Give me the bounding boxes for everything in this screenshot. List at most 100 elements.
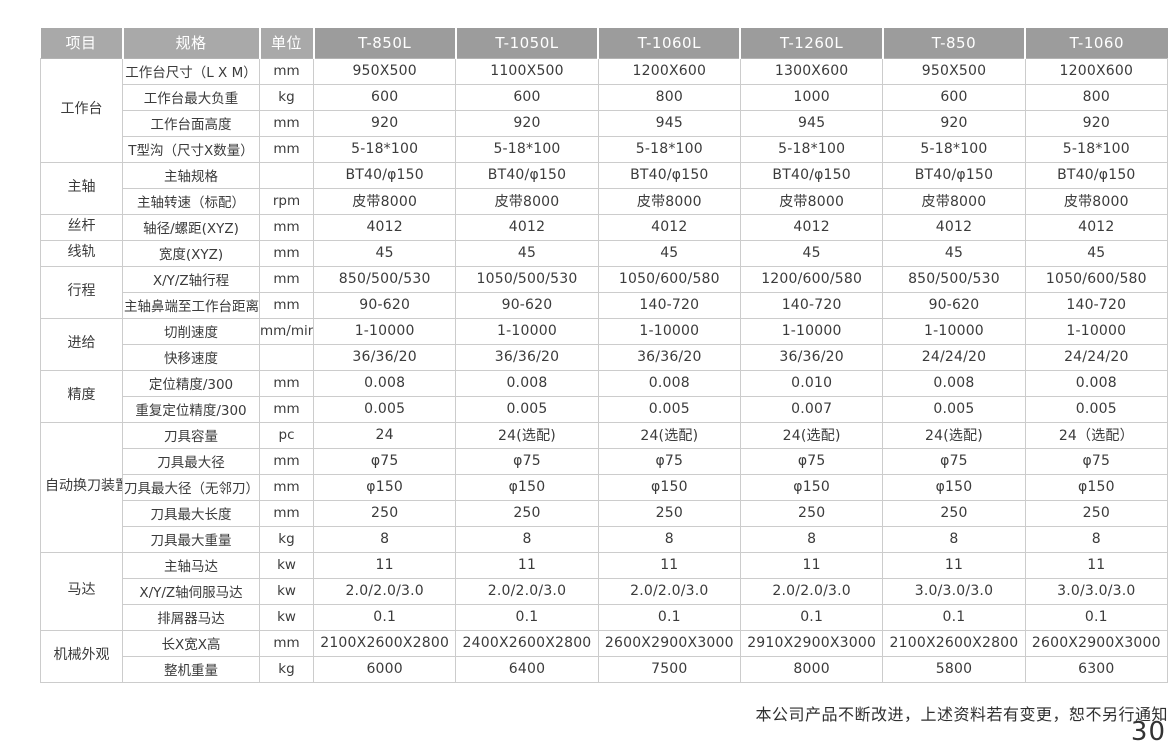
unit-cell: kg	[259, 525, 314, 553]
table-row: 丝杆 轴径/螺距(XYZ) mm 4012 4012 4012 4012 4012 4012	[40, 213, 1169, 241]
value-cell: BT40/φ150	[312, 161, 457, 189]
table-row: 行程 X/Y/Z轴行程 mm 850/500/530 1050/500/530 1050/…	[40, 265, 1169, 319]
value-cell: 45	[455, 239, 599, 267]
value-cell: 1-10000	[1024, 317, 1169, 345]
spec-cell: 工作台最大负重	[122, 83, 260, 111]
spec-cell: 定位精度/300	[122, 369, 260, 397]
value-cell: 1200/600/580	[739, 265, 884, 293]
unit-cell: mm	[259, 109, 314, 137]
value-cell: 140-720	[739, 291, 884, 319]
unit-cell: mm	[259, 395, 314, 423]
value-cell: 5800	[882, 655, 1026, 683]
value-cell: BT40/φ150	[455, 161, 599, 189]
value-cell: 2.0/2.0/3.0	[455, 577, 599, 605]
value-cell: 45	[882, 239, 1026, 267]
spec-cell: 宽度(XYZ)	[122, 239, 260, 267]
value-cell: 8	[597, 525, 741, 553]
value-cell: 1200X600	[597, 57, 741, 85]
value-cell: φ150	[739, 473, 884, 501]
value-cell: 250	[455, 499, 599, 527]
value-cell: 8	[739, 525, 884, 553]
spec-cell: 刀具最大长度	[122, 499, 260, 527]
value-cell: φ150	[312, 473, 457, 501]
spec-cell: 排屑器马达	[122, 603, 260, 631]
category-cell: 自动换刀装置（ATC）	[40, 421, 123, 553]
unit-cell: mm	[259, 265, 314, 293]
table-row: 主轴转速（标配） rpm 皮带8000 皮带8000 皮带8000 皮带8000 皮带800…	[41, 187, 1169, 215]
spec-table: 项目 规格 单位 T-850L T-1050L T-1060L T-1260L T-85…	[40, 28, 1169, 683]
unit-cell: mm	[259, 239, 314, 267]
value-cell: BT40/φ150	[882, 161, 1026, 189]
unit-cell	[259, 343, 314, 371]
unit-cell: kw	[259, 603, 314, 631]
table-row: 自动换刀装置（ATC）刀具容量pc2424(选配)24(选配)24(选配)24(…	[40, 421, 1169, 553]
value-cell: φ150	[455, 473, 599, 501]
spec-cell: 刀具最大径	[122, 447, 260, 475]
value-cell: 2100X2600X2800	[882, 629, 1026, 657]
value-cell: 920	[455, 109, 599, 137]
value-cell: 1-10000	[597, 317, 741, 345]
value-cell: 24(选配)	[739, 421, 884, 449]
value-cell: 0.1	[739, 603, 884, 631]
value-cell: 250	[312, 499, 457, 527]
value-cell: 0.010	[739, 369, 884, 397]
value-cell: φ75	[312, 447, 457, 475]
header-spec: 规格	[121, 28, 260, 58]
table-row: 线轨 宽度(XYZ) mm 45 45 45 45 45 45	[40, 239, 1169, 267]
value-cell: φ75	[882, 447, 1026, 475]
table-row: 刀具最大重量 kg 8 8 8 8 8 8	[41, 525, 1169, 553]
header-model: T-1060L	[597, 28, 741, 58]
table-row: 机械外观 长X宽X高 mm 2100X2600X2800 2400X2600X2800 2…	[40, 629, 1169, 683]
unit-cell: kw	[259, 577, 314, 605]
value-cell: 11	[1024, 551, 1169, 579]
page-number: 30	[1130, 717, 1166, 747]
value-cell: BT40/φ150	[597, 161, 741, 189]
value-cell: 皮带8000	[455, 187, 599, 215]
value-cell: 8	[312, 525, 457, 553]
unit-cell: mm	[259, 57, 314, 85]
value-cell: 90-620	[455, 291, 599, 319]
spec-cell: 工作台尺寸（L X M）	[122, 57, 260, 85]
value-cell: φ75	[1024, 447, 1169, 475]
value-cell: 5-18*100	[455, 135, 599, 163]
value-cell: 1-10000	[882, 317, 1026, 345]
value-cell: 2.0/2.0/3.0	[739, 577, 884, 605]
unit-cell: mm/min	[259, 317, 314, 345]
value-cell: 8000	[739, 655, 884, 683]
value-cell: 1300X600	[739, 57, 884, 85]
unit-cell	[259, 161, 314, 189]
header-row: 项目 规格 单位 T-850L T-1050L T-1060L T-1260L T-85…	[40, 28, 1168, 58]
table-row: 排屑器马达 kw 0.1 0.1 0.1 0.1 0.1 0.1	[41, 603, 1169, 631]
spec-cell: 主轴鼻端至工作台距离	[122, 291, 260, 319]
value-cell: φ150	[882, 473, 1026, 501]
value-cell: 11	[597, 551, 741, 579]
spec-cell: 整机重量	[122, 655, 260, 683]
value-cell: 45	[1024, 239, 1169, 267]
table-row: 重复定位精度/300 mm 0.005 0.005 0.005 0.007 0.005 0.0…	[41, 395, 1169, 423]
value-cell: 950X500	[312, 57, 457, 85]
value-cell: 24/24/20	[882, 343, 1026, 371]
value-cell: 250	[1024, 499, 1169, 527]
unit-cell: mm	[259, 499, 314, 527]
value-cell: 0.1	[312, 603, 457, 631]
value-cell: 1-10000	[739, 317, 884, 345]
value-cell: 250	[597, 499, 741, 527]
spec-cell: 重复定位精度/300	[122, 395, 260, 423]
value-cell: 800	[1024, 83, 1169, 111]
value-cell: 920	[312, 109, 457, 137]
spec-cell: 刀具容量	[122, 421, 260, 449]
value-cell: φ75	[739, 447, 884, 475]
value-cell: 5-18*100	[312, 135, 457, 163]
header-model: T-1050L	[454, 28, 599, 58]
value-cell: 11	[739, 551, 884, 579]
value-cell: 1000	[739, 83, 884, 111]
footer-note: 本公司产品不断改进，上述资料若有变更，恕不另行通知	[755, 705, 1168, 724]
unit-cell: mm	[259, 291, 314, 319]
unit-cell: kw	[259, 551, 314, 579]
value-cell: 600	[455, 83, 599, 111]
value-cell: 36/36/20	[455, 343, 599, 371]
value-cell: 4012	[455, 213, 599, 241]
value-cell: 皮带8000	[739, 187, 884, 215]
unit-cell: mm	[259, 135, 314, 163]
table-row: 马达 主轴马达 kw 11 11 11 11 11 11	[40, 551, 1169, 631]
